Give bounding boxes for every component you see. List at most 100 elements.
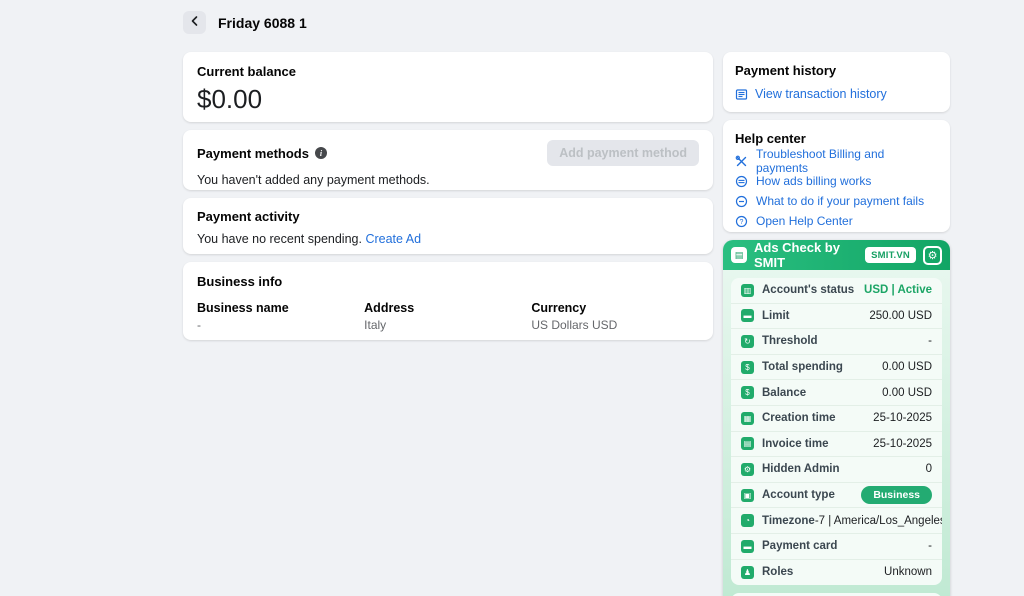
account-type-badge: Business xyxy=(861,486,932,505)
ads-check-extra-card xyxy=(731,593,942,596)
invoice-icon: ▤ xyxy=(741,437,754,451)
row-label: Threshold xyxy=(762,335,818,348)
help-center-link-row: ? Open Help Center xyxy=(735,211,938,231)
current-balance-title: Current balance xyxy=(197,64,296,79)
payment-card-icon: ▬ xyxy=(741,539,754,553)
ads-check-row: ▬ Payment card - xyxy=(731,534,942,560)
row-label: Roles xyxy=(762,566,794,579)
status-icon: ▥ xyxy=(741,283,754,297)
smit-vn-badge[interactable]: SMIT.VN xyxy=(865,247,916,263)
field-value: Italy xyxy=(364,318,387,332)
create-ad-link[interactable]: Create Ad xyxy=(365,232,422,246)
limit-icon: ▬ xyxy=(741,309,754,323)
ads-check-row: ▬ Limit 250.00 USD xyxy=(731,304,942,330)
business-info-fields: Business name - Address Italy Currency US Dol… xyxy=(197,301,699,332)
row-label: Account's status xyxy=(762,284,855,297)
svg-text:?: ? xyxy=(740,219,744,226)
gear-icon[interactable]: ⚙ xyxy=(923,245,942,265)
page-title: Friday 6088 1 xyxy=(218,14,307,31)
row-value: - xyxy=(928,335,932,348)
ads-check-panel: ▤ Ads Check by SMIT SMIT.VN ⚙ ▥ Account's… xyxy=(723,240,950,596)
spending-icon: $ xyxy=(741,360,754,374)
field-value: US Dollars USD xyxy=(531,318,618,332)
help-center-link[interactable]: Open Help Center xyxy=(756,214,853,228)
payment-history-card: Payment history View transaction history xyxy=(723,52,950,112)
row-label: Hidden Admin xyxy=(762,463,840,476)
current-balance-card: Current balance $0.00 xyxy=(183,52,713,122)
ads-check-row: ▣ Account type Business xyxy=(731,483,942,509)
help-center-link[interactable]: What to do if your payment fails xyxy=(756,194,925,208)
field-label: Currency xyxy=(531,301,587,315)
ads-check-header: ▤ Ads Check by SMIT SMIT.VN ⚙ xyxy=(723,240,950,270)
ads-check-row: ◔ Timezone -7 | America/Los_Angeles xyxy=(731,508,942,534)
help-center-card: Help center Troubleshoot Billing and pay… xyxy=(723,120,950,232)
calendar-icon: ▦ xyxy=(741,411,754,425)
info-icon[interactable]: i xyxy=(314,147,327,159)
help-center-link-row: Troubleshoot Billing and payments xyxy=(735,147,938,175)
ads-check-row: $ Balance 0.00 USD xyxy=(731,380,942,406)
balance-icon: $ xyxy=(741,386,754,400)
payment-activity-empty-text: You have no recent spending. xyxy=(197,232,362,246)
billing-circle-icon xyxy=(735,175,748,188)
row-label: Invoice time xyxy=(762,437,829,450)
ads-check-row: ▥ Account's status USD | Active xyxy=(731,278,942,304)
row-value: 25-10-2025 xyxy=(873,437,932,450)
help-center-links: Troubleshoot Billing and payments How ads… xyxy=(735,147,938,231)
view-transaction-history-link[interactable]: View transaction history xyxy=(755,87,887,101)
row-value: -7 | America/Los_Angeles xyxy=(814,514,942,527)
ads-check-row: ♟ Roles Unknown xyxy=(731,560,942,586)
business-info-card: Business info Business name - Address Italy… xyxy=(183,262,713,340)
row-value: 0.00 USD xyxy=(882,361,932,374)
payment-activity-text: You have no recent spending. Create Ad xyxy=(197,232,699,246)
ads-check-row: ▦ Creation time 25-10-2025 xyxy=(731,406,942,432)
content-container: Friday 6088 1 Current balance $0.00 Paym… xyxy=(183,11,950,596)
ads-check-row: ⚙ Hidden Admin 0 xyxy=(731,457,942,483)
page-header: Friday 6088 1 xyxy=(183,11,950,34)
help-center-link[interactable]: Troubleshoot Billing and payments xyxy=(756,147,885,175)
payment-methods-title: Payment methods xyxy=(197,145,309,161)
chevron-left-icon xyxy=(188,14,202,31)
add-payment-method-button[interactable]: Add payment method xyxy=(547,140,699,166)
row-label: Balance xyxy=(762,386,807,399)
payment-activity-title: Payment activity xyxy=(197,209,300,224)
row-label: Account type xyxy=(762,489,835,502)
ads-check-rows: ▥ Account's status USD | Active ▬ Limit 250.0… xyxy=(731,278,942,586)
payment-methods-head: Payment methods i Add payment method xyxy=(197,140,699,166)
business-info-title: Business info xyxy=(197,274,283,289)
payment-history-link-row: View transaction history xyxy=(735,87,938,101)
payment-methods-title-wrap: Payment methods i xyxy=(197,146,547,161)
row-label: Total spending xyxy=(762,361,843,374)
row-value: - xyxy=(928,540,932,553)
ads-check-body: ▥ Account's status USD | Active ▬ Limit 250.0… xyxy=(723,270,950,596)
business-info-field: Address Italy xyxy=(364,301,531,332)
receipt-icon xyxy=(735,88,748,101)
threshold-icon: ↻ xyxy=(741,334,754,348)
card-icon: ▤ xyxy=(731,247,747,263)
row-label: Timezone xyxy=(762,514,815,527)
business-info-field: Business name - xyxy=(197,301,364,332)
help-center-link-row: What to do if your payment fails xyxy=(735,191,938,211)
payment-activity-card: Payment activity You have no recent spen… xyxy=(183,198,713,254)
ads-check-row: ▤ Invoice time 25-10-2025 xyxy=(731,432,942,458)
field-label: Address xyxy=(364,301,415,315)
main-column: Current balance $0.00 Payment methods i … xyxy=(183,52,713,340)
current-balance-amount: $0.00 xyxy=(197,84,263,114)
back-button[interactable] xyxy=(183,11,206,34)
question-circle-icon: ? xyxy=(735,215,748,228)
field-value: - xyxy=(197,318,201,332)
account-type-icon: ▣ xyxy=(741,488,754,502)
columns: Current balance $0.00 Payment methods i … xyxy=(183,52,950,596)
row-value: 25-10-2025 xyxy=(873,412,932,425)
roles-icon: ♟ xyxy=(741,565,754,579)
hidden-admin-icon: ⚙ xyxy=(741,462,754,476)
row-label: Creation time xyxy=(762,412,836,425)
minus-circle-icon xyxy=(735,195,748,208)
business-info-field: Currency US Dollars USD xyxy=(531,301,698,332)
row-value: 250.00 USD xyxy=(869,309,932,322)
row-label: Limit xyxy=(762,309,790,322)
help-center-link[interactable]: How ads billing works xyxy=(756,174,872,188)
payment-history-title: Payment history xyxy=(735,63,837,78)
tools-icon xyxy=(735,155,748,168)
row-value: Unknown xyxy=(884,566,932,579)
ads-check-row: $ Total spending 0.00 USD xyxy=(731,355,942,381)
